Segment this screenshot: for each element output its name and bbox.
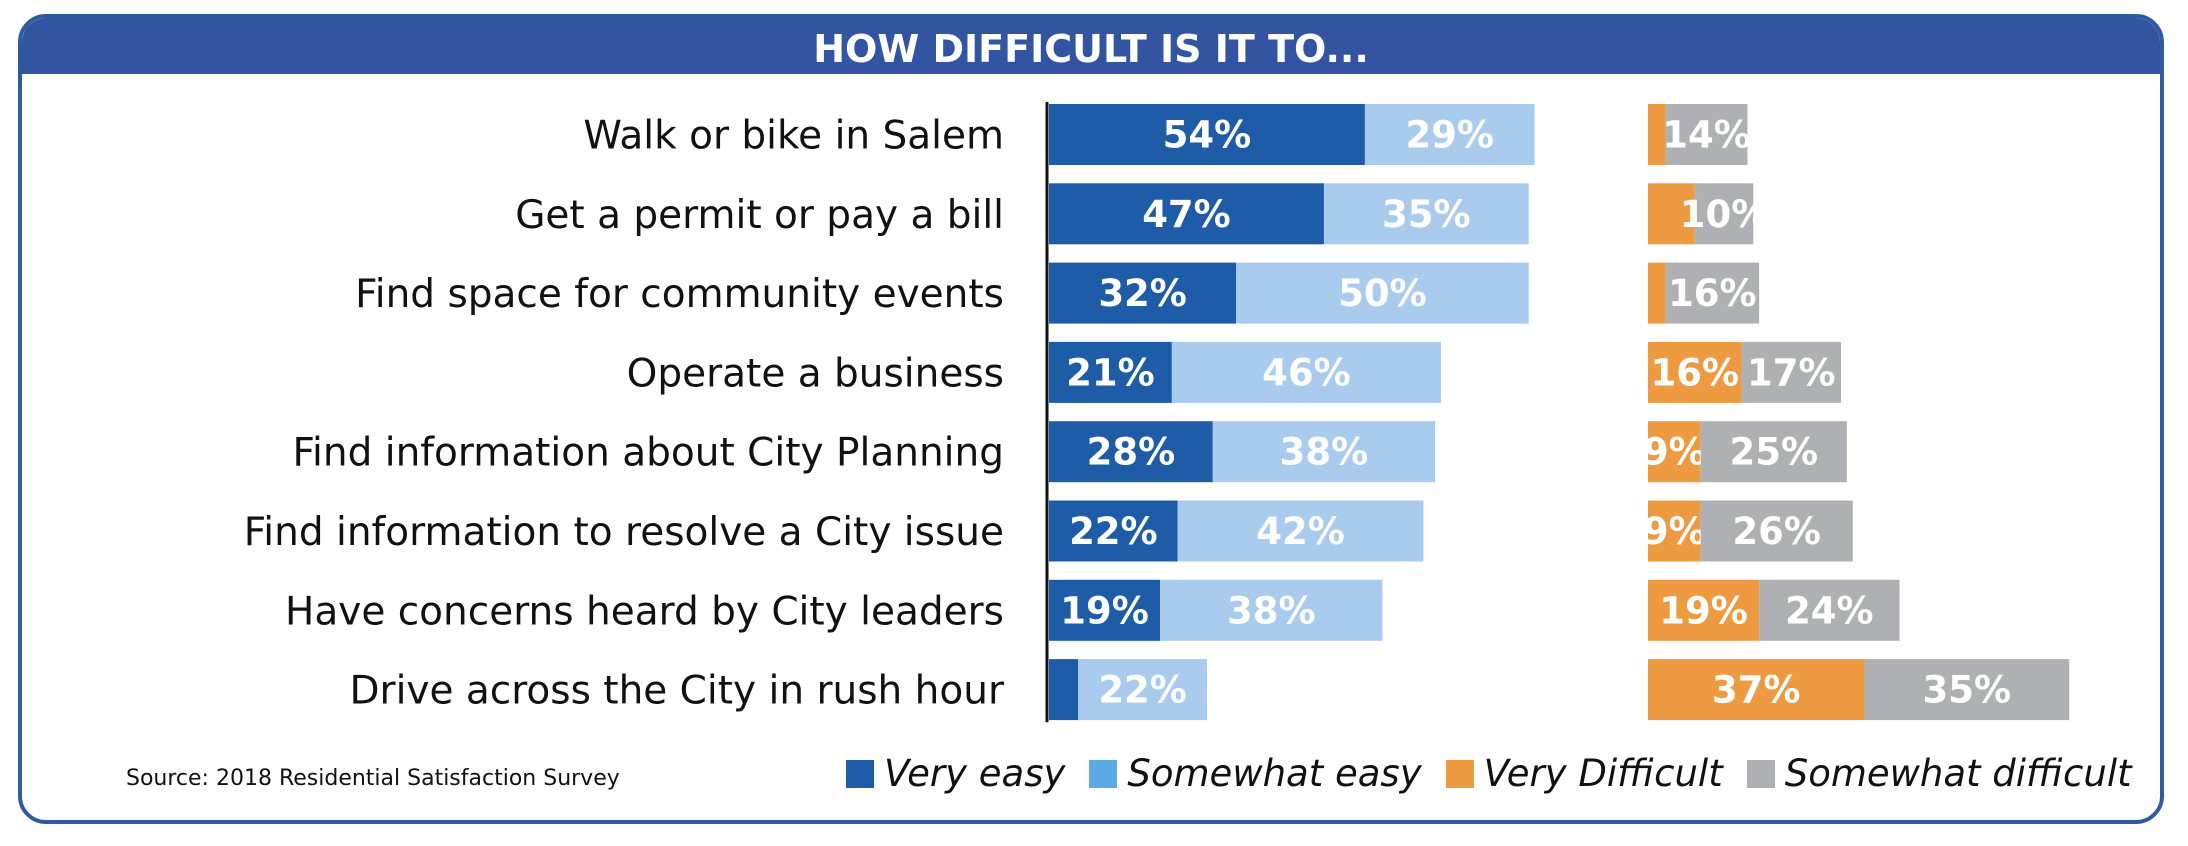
bar-very-easy bbox=[1049, 500, 1178, 562]
legend-label-somewhat-easy: Somewhat easy bbox=[1127, 752, 1422, 795]
legend-swatch-very-difficult bbox=[1445, 759, 1474, 788]
bar-very-easy bbox=[1049, 421, 1213, 483]
data-label-somewhat-difficult: 14% bbox=[1662, 114, 1751, 157]
legend-item-somewhat-easy: Somewhat easy bbox=[1089, 752, 1422, 795]
data-label-very-easy: 47% bbox=[1142, 193, 1231, 236]
data-label-somewhat-easy: 35% bbox=[1382, 193, 1471, 236]
legend-swatch-somewhat-difficult bbox=[1746, 759, 1775, 788]
bar-very-difficult bbox=[1648, 659, 1865, 721]
data-label-somewhat-easy: 46% bbox=[1262, 351, 1351, 394]
legend-label-somewhat-difficult: Somewhat difficult bbox=[1784, 752, 2132, 795]
bar-somewhat-easy bbox=[1078, 659, 1207, 721]
bar-somewhat-easy bbox=[1364, 104, 1535, 165]
data-label-very-easy: 22% bbox=[1069, 510, 1158, 553]
bar-very-difficult bbox=[1648, 183, 1695, 245]
legend-label-very-easy: Very easy bbox=[884, 752, 1066, 795]
data-label-very-difficult: 37% bbox=[1712, 669, 1801, 712]
bar-very-easy bbox=[1049, 262, 1237, 324]
data-label-very-easy: 28% bbox=[1087, 431, 1176, 474]
bar-somewhat-difficult bbox=[1665, 104, 1748, 165]
bar-very-difficult bbox=[1648, 262, 1666, 324]
data-label-very-difficult: 16% bbox=[1651, 351, 1740, 394]
data-label-somewhat-difficult: 16% bbox=[1668, 272, 1757, 315]
data-label-somewhat-easy: 50% bbox=[1338, 272, 1427, 315]
data-label-very-difficult: 9% bbox=[1643, 510, 1706, 553]
bar-very-difficult bbox=[1648, 500, 1701, 562]
legend-swatch-very-easy bbox=[846, 759, 874, 788]
bar-somewhat-difficult bbox=[1741, 341, 1842, 403]
source-note: Source: 2018 Residential Satisfaction Su… bbox=[126, 766, 620, 791]
bar-somewhat-easy bbox=[1236, 262, 1529, 324]
category-label: Find space for community events bbox=[355, 272, 1004, 317]
bar-very-difficult bbox=[1648, 421, 1701, 483]
data-label-somewhat-difficult: 25% bbox=[1729, 431, 1818, 474]
legend: Very easy Somewhat easy Very Difficult S… bbox=[846, 752, 2156, 795]
bar-somewhat-difficult bbox=[1700, 500, 1853, 562]
bar-very-easy bbox=[1049, 579, 1161, 641]
bar-somewhat-easy bbox=[1171, 341, 1441, 403]
data-label-somewhat-easy: 29% bbox=[1405, 114, 1494, 157]
category-label: Find information about City Planning bbox=[292, 431, 1004, 476]
bar-somewhat-difficult bbox=[1694, 183, 1754, 245]
data-label-very-easy: 54% bbox=[1163, 114, 1252, 157]
bar-very-easy bbox=[1049, 659, 1079, 721]
category-label: Find information to resolve a City issue bbox=[244, 510, 1004, 555]
data-label-somewhat-difficult: 35% bbox=[1923, 669, 2012, 712]
bar-somewhat-easy bbox=[1212, 421, 1436, 483]
bar-very-difficult bbox=[1648, 104, 1666, 165]
chart-title-banner: HOW DIFFICULT IS IT TO... bbox=[22, 18, 2160, 74]
data-label-very-easy: 32% bbox=[1098, 272, 1187, 315]
data-label-somewhat-easy: 42% bbox=[1256, 510, 1345, 553]
bar-very-easy bbox=[1049, 104, 1365, 165]
legend-item-somewhat-difficult: Somewhat difficult bbox=[1746, 752, 2132, 795]
data-label-somewhat-difficult: 10% bbox=[1680, 193, 1769, 236]
bar-somewhat-difficult bbox=[1665, 262, 1760, 324]
bar-somewhat-easy bbox=[1177, 500, 1424, 562]
legend-item-very-easy: Very easy bbox=[846, 752, 1065, 795]
data-label-very-easy: 19% bbox=[1060, 589, 1149, 632]
legend-swatch-somewhat-easy bbox=[1089, 759, 1118, 788]
category-label: Operate a business bbox=[627, 351, 1004, 396]
legend-item-very-difficult: Very Difficult bbox=[1445, 752, 1723, 795]
bar-somewhat-easy bbox=[1323, 183, 1529, 245]
legend-label-very-difficult: Very Difficult bbox=[1483, 752, 1723, 795]
category-label: Have concerns heard by City leaders bbox=[285, 589, 1004, 634]
bar-somewhat-difficult bbox=[1700, 421, 1847, 483]
data-label-very-difficult: 19% bbox=[1659, 589, 1748, 632]
data-label-somewhat-easy: 38% bbox=[1227, 589, 1316, 632]
bar-very-difficult bbox=[1648, 341, 1742, 403]
data-label-very-easy: 21% bbox=[1066, 351, 1155, 394]
bar-very-easy bbox=[1049, 341, 1172, 403]
category-label: Walk or bike in Salem bbox=[583, 114, 1004, 159]
category-label: Drive across the City in rush hour bbox=[350, 669, 1005, 714]
data-label-somewhat-difficult: 26% bbox=[1732, 510, 1821, 553]
bar-very-easy bbox=[1049, 183, 1324, 245]
data-label-somewhat-easy: 22% bbox=[1098, 669, 1187, 712]
data-label-somewhat-easy: 38% bbox=[1280, 431, 1369, 474]
category-label: Get a permit or pay a bill bbox=[515, 193, 1004, 238]
bar-very-difficult bbox=[1648, 579, 1760, 641]
bar-somewhat-difficult bbox=[1864, 659, 2070, 721]
bar-somewhat-easy bbox=[1160, 579, 1383, 641]
data-label-somewhat-difficult: 17% bbox=[1747, 351, 1836, 394]
data-label-somewhat-difficult: 24% bbox=[1785, 589, 1874, 632]
data-label-very-difficult: 9% bbox=[1643, 431, 1706, 474]
bar-somewhat-difficult bbox=[1759, 579, 1900, 641]
